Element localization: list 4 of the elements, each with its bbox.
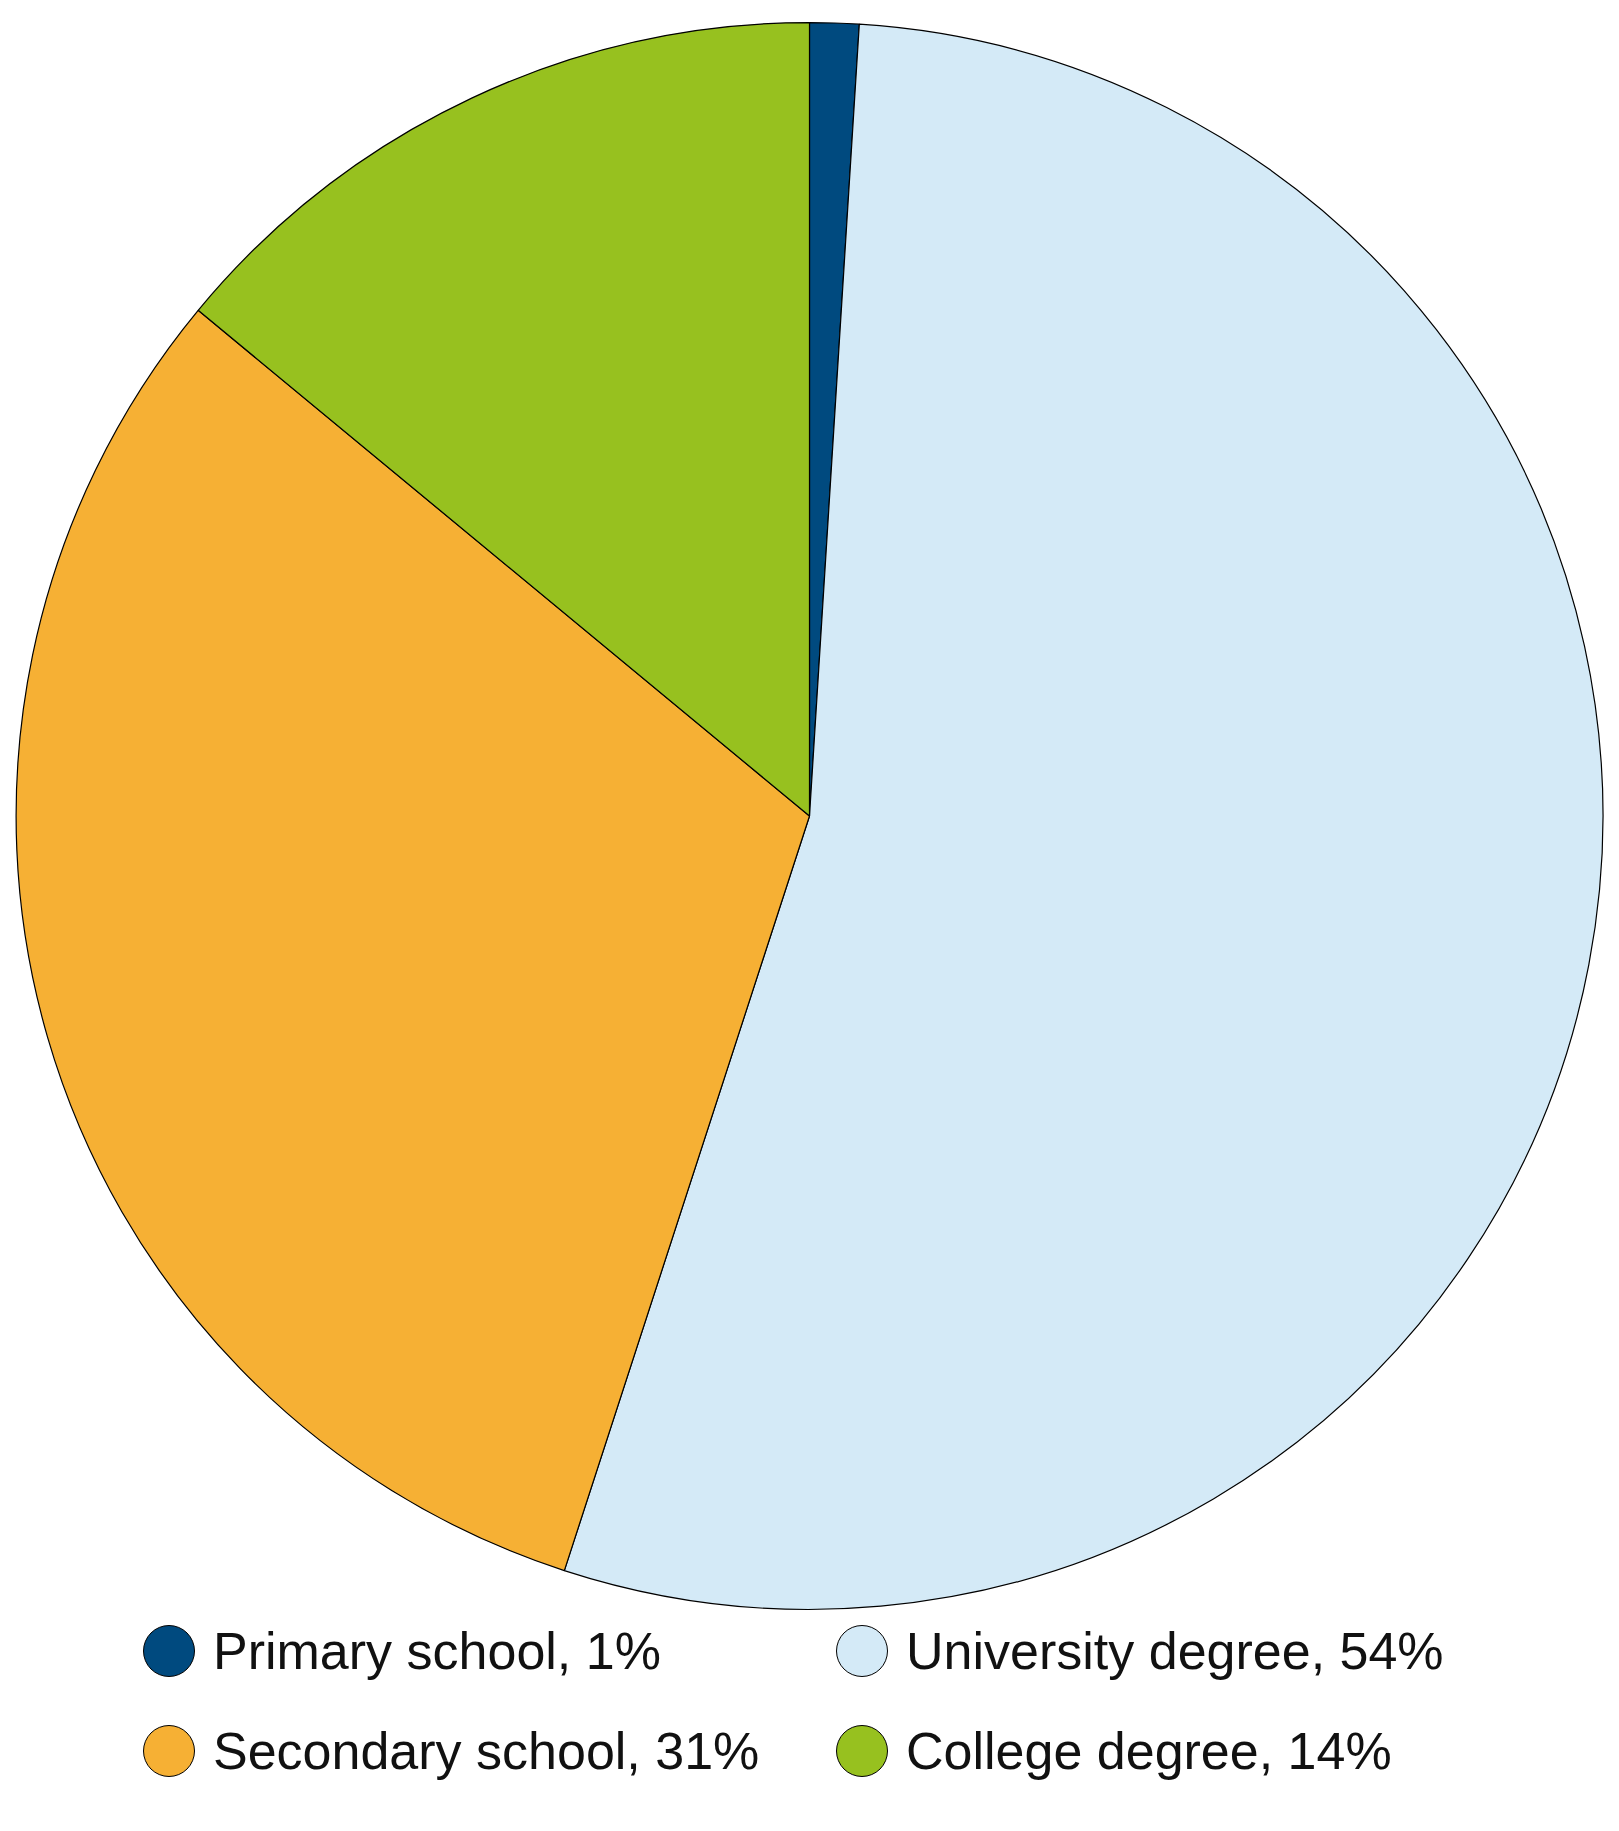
legend-label: College degree, 14% xyxy=(906,1721,1392,1781)
legend-label: Secondary school, 31% xyxy=(213,1721,760,1781)
legend-label: Primary school, 1% xyxy=(213,1621,661,1681)
legend-label: University degree, 54% xyxy=(906,1621,1444,1681)
